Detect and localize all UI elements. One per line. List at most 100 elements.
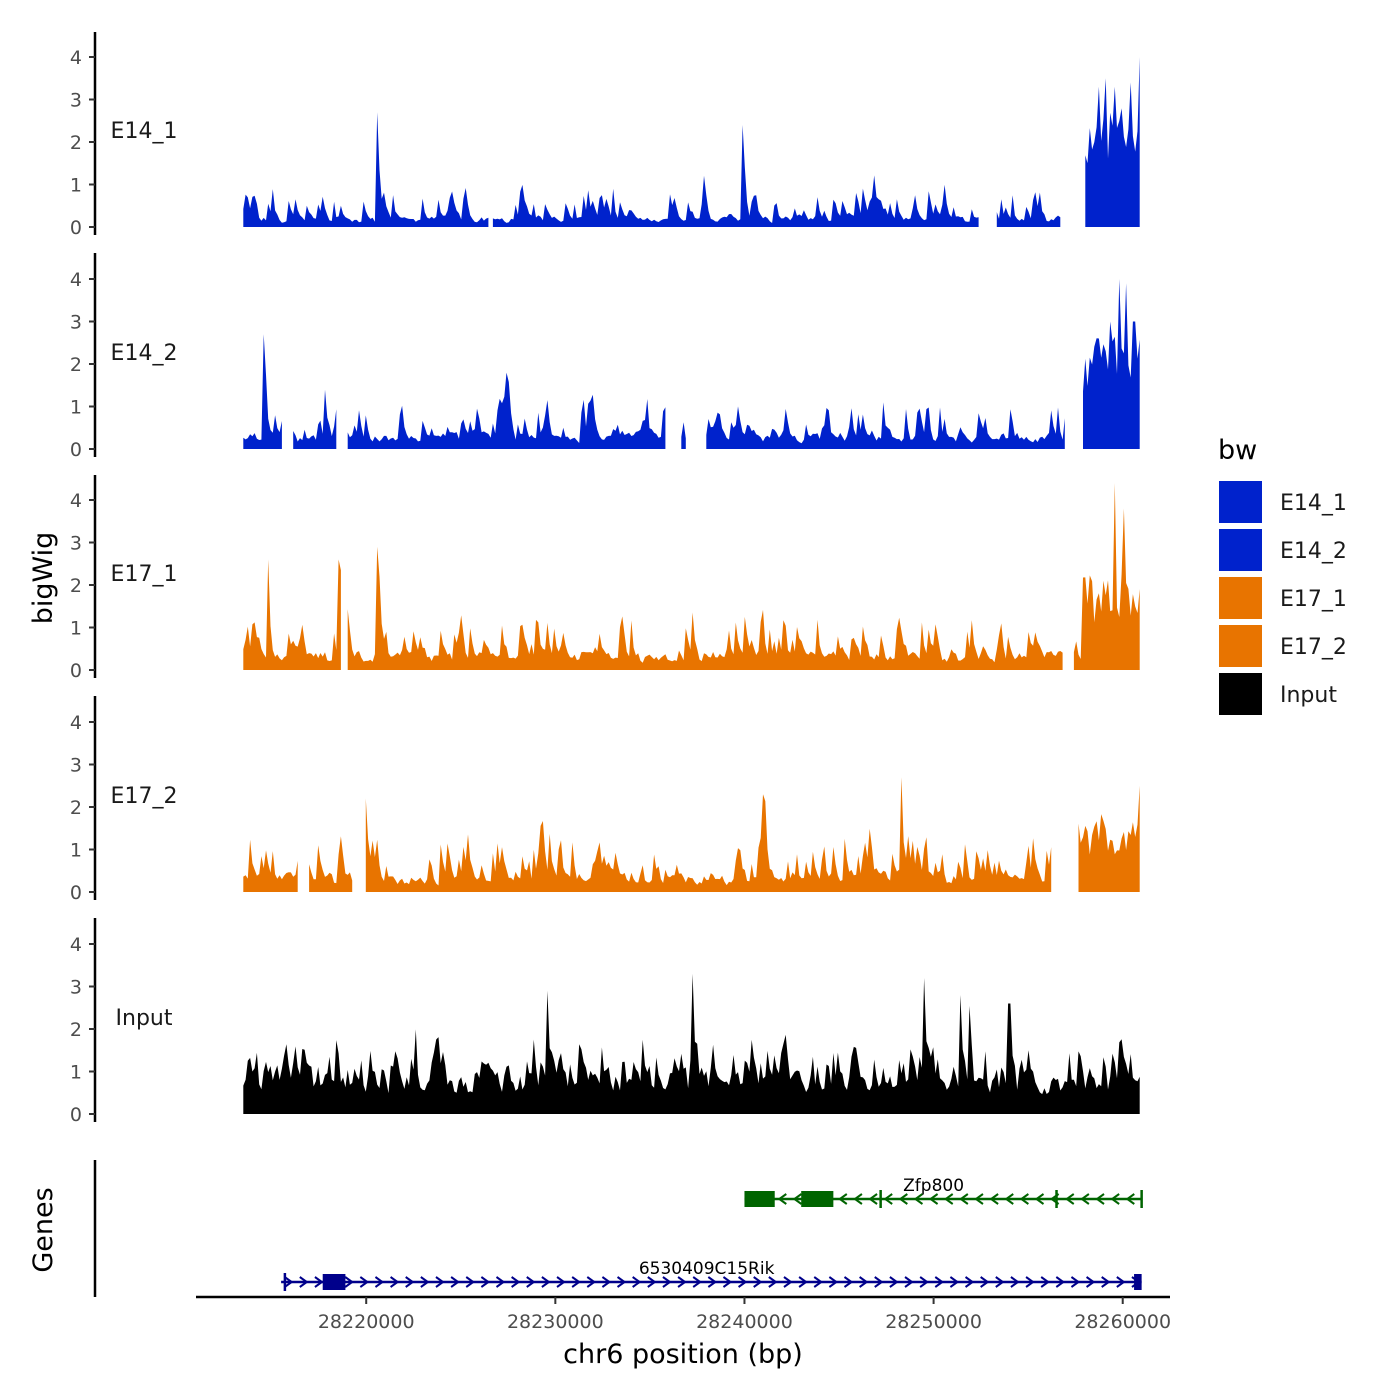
signal-area [365,777,1052,892]
strand-arrow [753,1276,763,1288]
legend-label: Input [1280,683,1337,708]
strand-arrow [889,1276,899,1288]
track-label: E17_2 [111,784,178,809]
y-tick-label: 3 [70,977,82,999]
legend-swatch [1217,479,1264,525]
track-label: Input [116,1006,173,1031]
strand-arrow [465,1276,475,1288]
strand-arrow [616,1276,627,1288]
x-tick-label: 28260000 [1074,1311,1171,1333]
strand-arrow [495,1276,506,1288]
x-axis-title: chr6 position (bp) [563,1339,803,1370]
legend-title: bw [1218,435,1257,466]
strand-arrow [798,1276,808,1288]
strand-arrow [1095,1193,1105,1205]
signal-area [243,334,282,449]
strand-arrow [838,1193,848,1205]
strand-arrow [526,1276,536,1288]
gene-label: Zfp800 [903,1176,964,1196]
gene-label: 6530409C15Rik [639,1259,775,1279]
strand-arrow [792,1193,803,1205]
y-tick-label: 2 [70,575,82,597]
strand-arrow [980,1276,990,1288]
signal-area [243,839,298,892]
signal-area [1083,279,1140,449]
strand-arrow [314,1276,324,1288]
y-tick-label: 0 [70,660,82,682]
track-e14-2: 0 1 2 3 4 E14_2 [70,253,1140,461]
strand-arrow [944,1193,954,1205]
strand-arrow [904,1276,914,1288]
strand-arrow [556,1276,566,1288]
x-tick-label: 28240000 [696,1311,793,1333]
strand-arrow [783,1276,793,1288]
y-tick-label: 2 [70,1019,82,1041]
legend-swatch [1217,575,1264,621]
strand-arrow [1034,1193,1045,1205]
strand-arrow [284,1276,294,1288]
gene-zfp800: Zfp800 [744,1176,1143,1208]
strand-arrow [1019,1193,1029,1205]
strand-arrow [1065,1193,1075,1205]
y-tick-label: 3 [70,533,82,555]
strand-arrow [859,1276,869,1288]
legend: bw E14_1 E14_2 E17_1 E17_2 Input [1217,435,1347,717]
strand-arrow [299,1276,309,1288]
exon [322,1274,346,1290]
legend-swatch [1217,527,1264,573]
signal-area [1073,483,1140,670]
genes-axis-title: Genes [28,1187,59,1272]
strand-arrow [853,1193,863,1205]
strand-arrow [1010,1276,1020,1288]
signal-area [492,125,979,227]
strand-arrow [450,1276,460,1288]
legend-label: E14_1 [1280,491,1347,516]
strand-arrow [1085,1276,1096,1288]
strand-arrow [995,1276,1005,1288]
strand-arrow [390,1276,400,1288]
strand-arrow [737,1276,748,1288]
strand-arrow [435,1276,445,1288]
strand-arrow [707,1276,718,1288]
strand-arrow [344,1276,354,1288]
legend-label: E17_1 [1280,587,1347,612]
y-tick-label: 1 [70,175,82,197]
y-tick-label: 0 [70,882,82,904]
strand-arrow [843,1276,854,1288]
y-tick-label: 0 [70,1104,82,1126]
strand-arrow [989,1193,999,1205]
y-tick-label: 1 [70,840,82,862]
strand-arrow [1055,1276,1066,1288]
signal-area [996,192,1061,227]
signal-area [243,559,341,670]
legend-swatch [1217,671,1264,717]
signal-area [347,546,1063,670]
strand-arrow [868,1193,878,1205]
track-label: E14_1 [111,119,178,144]
x-axis: 28220000 28230000 28240000 28250000 28260000 [196,1295,1171,1333]
strand-arrow [722,1276,733,1288]
signal-tracks: 0 1 2 3 4 E14_1 0 1 2 3 4 E14_2 0 1 2 3 4 E17_1 0 1 2 3 4 E17_2… [70,32,1140,1126]
strand-arrow [964,1276,975,1288]
signal-area [243,112,489,227]
strand-arrow [586,1276,596,1288]
strand-arrow [1040,1276,1050,1288]
legend-label: E17_2 [1280,635,1347,660]
exon [801,1191,834,1207]
strand-arrow [828,1276,839,1288]
strand-arrow [874,1276,884,1288]
signal-area [347,372,666,449]
strand-arrow [974,1193,984,1205]
track-input: 0 1 2 3 4 Input [70,918,1140,1126]
strand-arrow [768,1276,778,1288]
signal-area [293,389,337,449]
signal-area [706,402,1065,449]
strand-arrow [919,1276,929,1288]
strand-arrow [662,1276,672,1288]
y-tick-label: 3 [70,312,82,334]
y-tick-label: 0 [70,217,82,239]
genes-panel: Zfp800 6530409C15Rik [93,1160,1143,1297]
strand-arrow [541,1276,551,1288]
signal-area [309,836,353,892]
